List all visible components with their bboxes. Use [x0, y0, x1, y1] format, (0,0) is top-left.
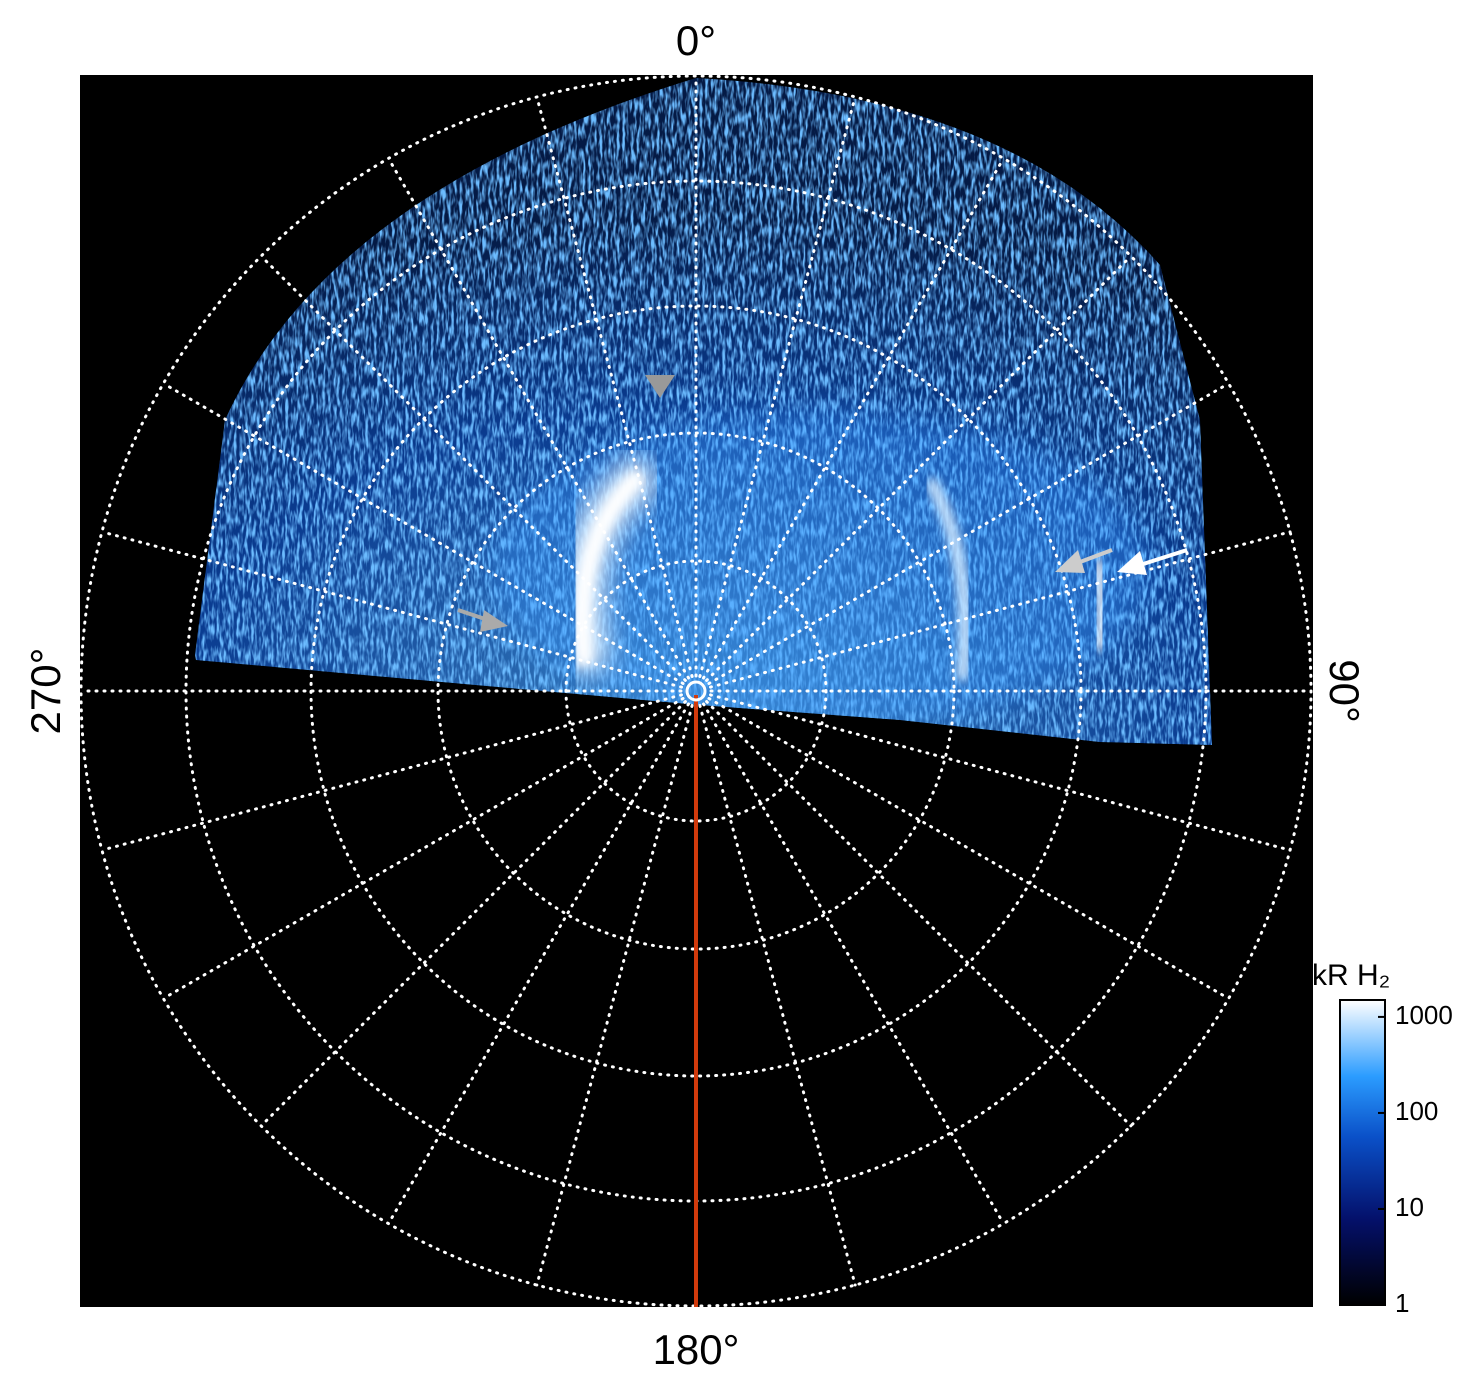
auroral-arc — [924, 477, 971, 681]
arrow — [645, 375, 675, 398]
colorbar-title: kR H₂ — [1312, 959, 1390, 992]
grid-ring — [436, 431, 956, 951]
arrow — [480, 610, 508, 632]
colorbar-tick-label: 1000 — [1395, 1000, 1453, 1030]
colorbar-tick-label: 10 — [1395, 1192, 1424, 1222]
arrow — [1139, 548, 1188, 567]
pole-marker — [685, 680, 707, 702]
angle-label: 180° — [653, 1326, 740, 1373]
arrows — [457, 375, 1188, 632]
arrow — [1079, 548, 1113, 564]
grid-ring — [564, 559, 828, 823]
angle-label: 90° — [1321, 659, 1368, 723]
colorbar — [1339, 999, 1386, 1306]
auroral-arc — [1092, 559, 1107, 651]
angle-label: 0° — [676, 17, 716, 64]
auroral-arc — [574, 469, 646, 666]
colorbar-tick-label: 100 — [1395, 1096, 1438, 1126]
angle-label: 270° — [22, 648, 69, 735]
arrow — [1055, 550, 1085, 573]
arrow — [1117, 551, 1147, 575]
colorbar-ticks: 1 10 100 1000 — [1378, 1000, 1453, 1318]
colorbar-tick-label: 1 — [1395, 1288, 1409, 1318]
grid-ring — [79, 74, 1313, 1308]
